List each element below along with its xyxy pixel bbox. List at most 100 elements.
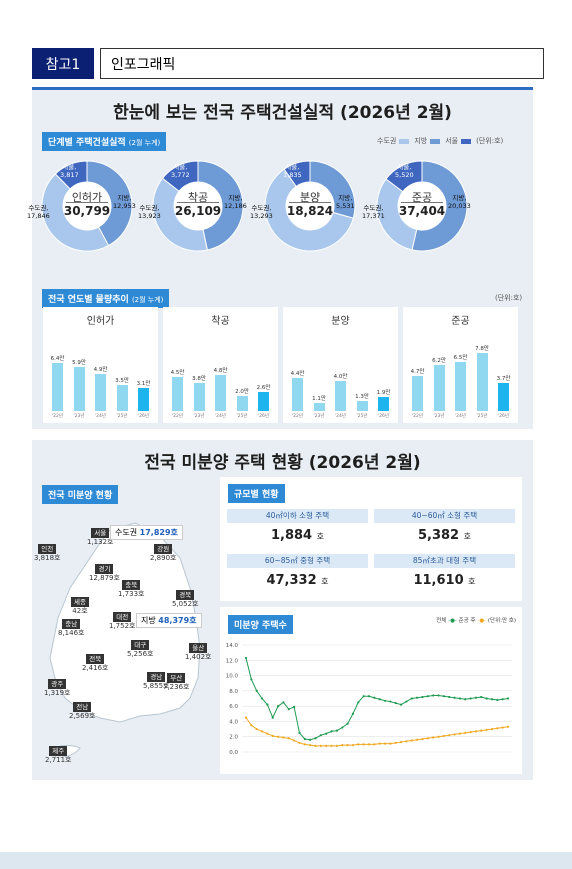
series-point — [287, 737, 290, 740]
region-name: 광주 — [48, 679, 67, 689]
region-label: 강원 2,890호 — [150, 544, 176, 562]
region-value: 1,402호 — [185, 653, 212, 661]
series-point — [335, 729, 338, 732]
series-point — [442, 734, 445, 738]
region-value: 1,733호 — [118, 590, 145, 598]
bar-chart-title: 착공 — [211, 316, 230, 327]
series-point — [250, 724, 253, 727]
bar — [172, 377, 183, 411]
series-point — [335, 744, 338, 747]
region-label: 부산 7,236호 — [163, 673, 189, 691]
donut-local-label: 지방, 12,186 — [224, 194, 247, 210]
series-point — [330, 744, 333, 747]
bar-x-label: '24년 — [94, 414, 107, 419]
section1-title: 한눈에 보는 전국 주택건설실적 (2026년 2월) — [113, 103, 452, 123]
region-name: 대전 — [113, 612, 132, 622]
series-point — [260, 730, 264, 733]
series-point — [490, 727, 494, 731]
bar-x-label: '26년 — [257, 414, 270, 419]
region-value: 2,569호 — [69, 712, 96, 720]
series-point — [378, 698, 381, 701]
series-point — [421, 695, 424, 699]
bar-value-label: 4.9만 — [93, 367, 108, 374]
series-point — [458, 732, 461, 735]
unsold-line-chart: 14.0 12.0 10.0 8.0 6.0 4.0 2.0 0.0 — [226, 643, 512, 756]
bar — [498, 383, 509, 411]
capital-total-box: 수도권 17,829호 — [110, 525, 183, 540]
series-point — [325, 732, 328, 735]
region-name: 부산 — [167, 673, 186, 683]
y-tick-label: 2.0 — [229, 735, 238, 741]
series-point — [282, 701, 285, 704]
bar-value-label: 7.8만 — [475, 345, 489, 352]
series-point — [394, 701, 397, 705]
unsold-panel: 전국 미분양 주택 현황 (2026년 2월) 전국 미분양 현황 서울 1,13… — [32, 440, 533, 780]
bar-value-label: 5.9만 — [72, 359, 86, 366]
region-value: 1,319호 — [44, 689, 71, 697]
bar-x-label: '25년 — [476, 414, 488, 419]
donut-local-label: 지방, 20,033 — [448, 194, 471, 210]
bar — [335, 381, 346, 411]
y-tick-label: 4.0 — [229, 719, 238, 725]
bar — [73, 366, 85, 411]
bar-x-label: '23년 — [313, 414, 325, 419]
region-label: 인천 3,818호 — [34, 544, 60, 562]
donut-seoul-label: 서울, 5,520 — [395, 163, 414, 179]
series-point — [405, 740, 408, 743]
donut-chart: 인허가 30,799 서울, 3,817 수도권, 17,846 지방, 12,953 — [27, 160, 136, 252]
region-label: 전남 2,569호 — [69, 702, 95, 720]
series-point — [458, 697, 461, 700]
region-name: 서울 — [91, 528, 110, 538]
series-point — [271, 716, 274, 719]
bar-x-label: '26년 — [137, 414, 150, 419]
bar-value-label: 6.4만 — [50, 356, 65, 362]
bar-value-label: 1.9만 — [376, 389, 391, 396]
bar — [116, 384, 128, 411]
series-point — [341, 744, 344, 747]
series-point — [341, 726, 344, 729]
header-title: 인포그래픽 — [100, 48, 544, 79]
donut-divider — [177, 202, 219, 203]
region-name: 대구 — [131, 640, 150, 650]
bar-value-label: 4.5만 — [170, 370, 185, 377]
region-name: 경기 — [95, 564, 114, 574]
bar-x-label: '26년 — [377, 414, 390, 419]
size-cell: 40㎡이하 소형 주택 1,884 호 — [227, 509, 368, 543]
series-point — [362, 743, 365, 746]
bar-x-label: '23년 — [73, 414, 85, 419]
series-point — [432, 694, 435, 697]
series-point — [501, 698, 504, 701]
series-point — [426, 695, 429, 698]
series-point — [357, 701, 360, 704]
bar — [455, 362, 466, 411]
series-point — [293, 705, 296, 709]
donut-slice-local — [411, 160, 468, 252]
region-value: 5,855호 — [143, 682, 170, 690]
region-name: 전북 — [86, 654, 105, 664]
series-point — [362, 695, 365, 698]
map-tag: 전국 미분양 현황 — [42, 485, 119, 504]
bar-value-label: 3.8만 — [192, 375, 206, 382]
bar — [313, 402, 325, 411]
bar-value-label: 2.0만 — [235, 389, 249, 395]
series-point — [394, 741, 397, 744]
bar-x-label: '22년 — [171, 414, 184, 419]
bar-x-label: '25년 — [356, 414, 368, 419]
bar-x-label: '22년 — [291, 414, 304, 419]
bar-x-label: '22년 — [411, 414, 424, 419]
series-point — [244, 656, 248, 660]
series-point — [330, 730, 333, 733]
donut-total: 37,404 — [398, 204, 446, 218]
series-point — [282, 736, 285, 739]
bar-x-label: '23년 — [193, 414, 205, 419]
bar-x-label: '24년 — [214, 414, 227, 419]
series-point — [490, 698, 494, 701]
region-value: 1,132호 — [87, 538, 114, 546]
region-label: 울산 1,402호 — [185, 643, 211, 661]
bar-value-label: 3.5만 — [115, 377, 129, 384]
bar — [356, 401, 368, 411]
series-point — [287, 708, 290, 711]
donut-chart: 착공 26,109 서울, 3,772 수도권, 13,923 지방, 12,186 — [138, 160, 247, 252]
region-label: 경남 5,855호 — [143, 672, 169, 690]
bar — [215, 375, 226, 411]
